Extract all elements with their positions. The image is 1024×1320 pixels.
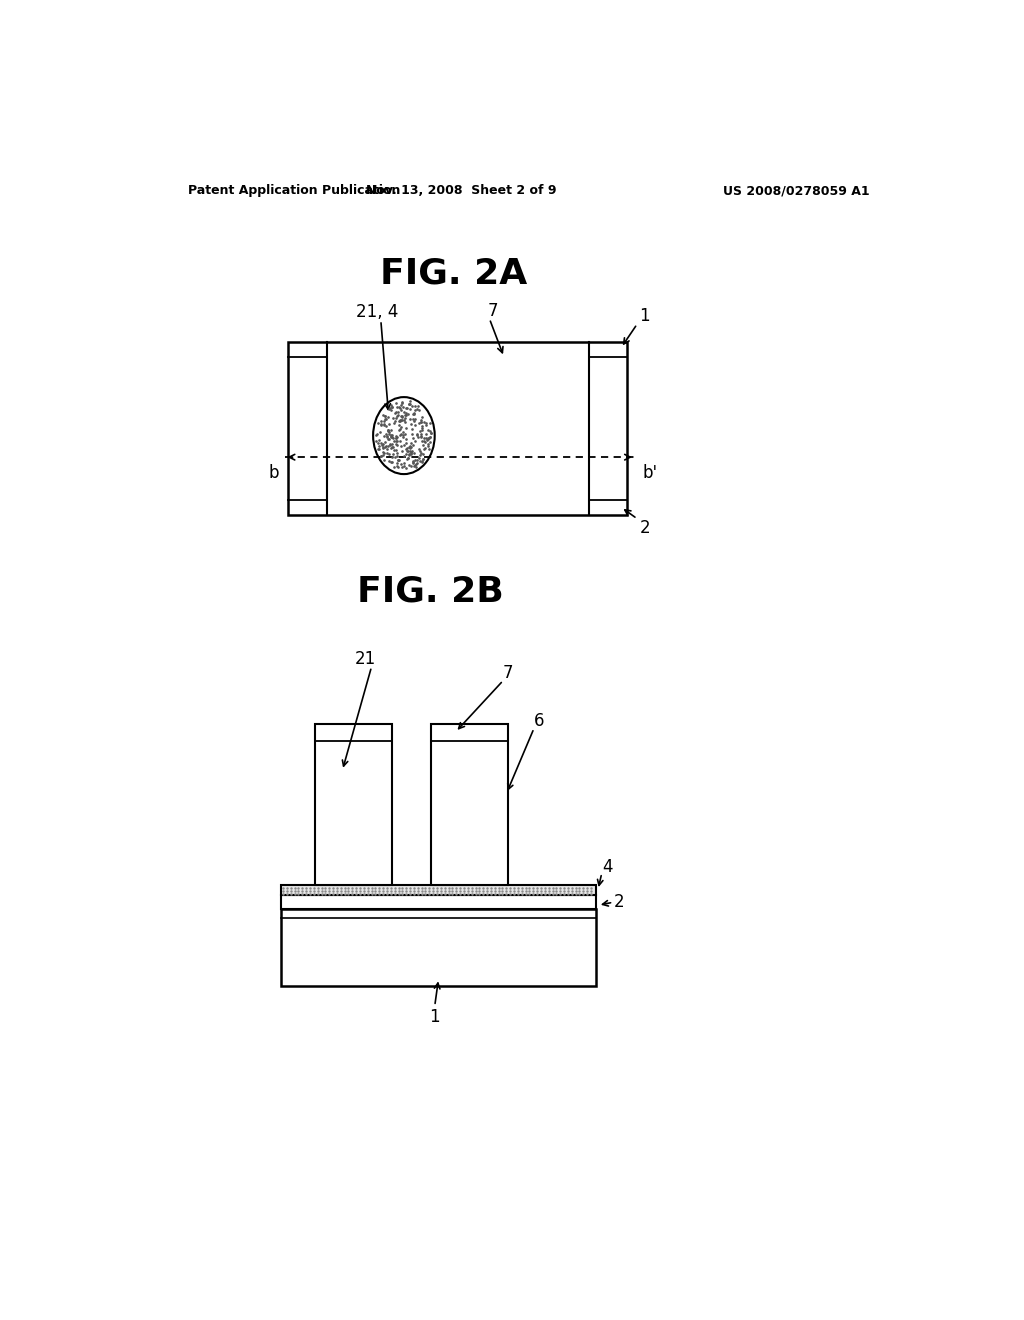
Text: 6: 6 bbox=[534, 711, 544, 730]
Text: FIG. 2A: FIG. 2A bbox=[380, 257, 527, 290]
Bar bbox=[281, 884, 596, 895]
Text: b': b' bbox=[643, 463, 657, 482]
Text: 1: 1 bbox=[429, 1008, 440, 1026]
Text: 7: 7 bbox=[503, 664, 513, 681]
Bar bbox=[281, 909, 596, 986]
Ellipse shape bbox=[373, 397, 435, 474]
Bar bbox=[315, 725, 392, 884]
Text: FIG. 2B: FIG. 2B bbox=[357, 574, 504, 609]
Text: 7: 7 bbox=[487, 302, 498, 319]
Text: Nov. 13, 2008  Sheet 2 of 9: Nov. 13, 2008 Sheet 2 of 9 bbox=[367, 185, 557, 197]
Text: 1: 1 bbox=[640, 308, 650, 325]
Text: 4: 4 bbox=[603, 858, 613, 875]
Text: 2: 2 bbox=[640, 519, 650, 537]
Text: b: b bbox=[268, 463, 279, 482]
Bar bbox=[431, 725, 508, 884]
Text: 21: 21 bbox=[354, 649, 376, 668]
Text: Patent Application Publication: Patent Application Publication bbox=[188, 185, 400, 197]
Text: 2: 2 bbox=[614, 894, 625, 911]
Text: 21, 4: 21, 4 bbox=[355, 304, 398, 321]
Bar bbox=[281, 895, 596, 909]
Text: US 2008/0278059 A1: US 2008/0278059 A1 bbox=[723, 185, 869, 197]
Bar bbox=[289, 342, 628, 515]
